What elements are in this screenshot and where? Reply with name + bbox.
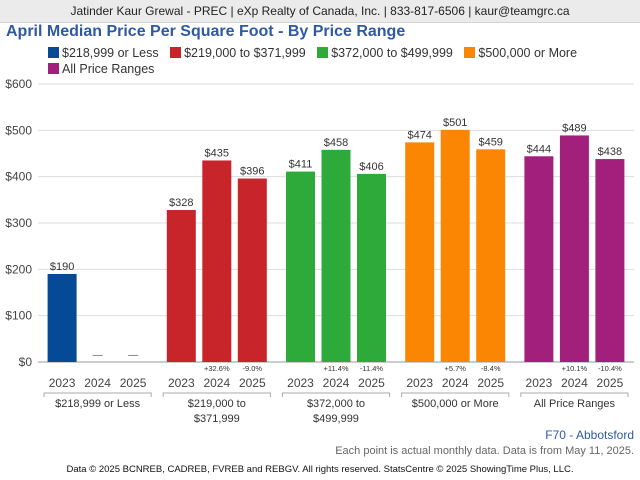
legend-label: $372,000 to $499,999 [331, 46, 453, 60]
y-tick-label: $100 [5, 309, 32, 323]
year-label: 2023 [168, 376, 195, 390]
group-label: All Price Ranges [534, 398, 616, 410]
bar-value-label: $458 [324, 137, 348, 149]
legend-label: All Price Ranges [62, 62, 155, 76]
legend-swatch [464, 47, 476, 58]
y-tick-label: $400 [5, 170, 32, 184]
legend-label: $218,999 or Less [62, 46, 159, 60]
bar-value-label: $501 [443, 117, 467, 129]
group-label: $499,999 [313, 413, 359, 425]
agent-contact-header: Jatinder Kaur Grewal - PREC | eXp Realty… [0, 0, 640, 23]
year-label: 2025 [239, 376, 266, 390]
legend-label: $500,000 or More [478, 46, 578, 60]
bar [476, 149, 506, 362]
legend-row: All Price Ranges [48, 61, 638, 77]
group-label: $219,000 to [188, 398, 246, 410]
bar-chart: $0 $100 $200 $300 $400 $500 $600 $190 2023 — 2024 —… [5, 77, 634, 425]
bar [286, 171, 315, 362]
change-label: -8.4% [481, 364, 501, 373]
group-label: $218,999 or Less [55, 398, 141, 410]
legend-swatch [170, 47, 182, 58]
change-label: -11.4% [360, 364, 384, 373]
bar-value-label: $438 [598, 146, 622, 158]
bar-value-label: $474 [407, 129, 431, 141]
group-label: $500,000 or More [412, 398, 499, 410]
change-label: +5.7% [444, 364, 466, 373]
change-label: +32.6% [204, 364, 230, 373]
bar [405, 142, 435, 362]
year-label: 2023 [526, 376, 553, 390]
year-label: 2023 [49, 376, 76, 390]
bar-value-label: $328 [169, 197, 193, 209]
change-label: -9.0% [243, 364, 263, 373]
legend-item[interactable]: $218,999 or Less [48, 45, 159, 61]
legend-swatch [48, 47, 59, 58]
year-label: 2024 [561, 376, 588, 390]
bar [237, 178, 267, 362]
group-bracket [281, 392, 391, 397]
legend-item[interactable]: $372,000 to $499,999 [317, 45, 453, 61]
year-label: 2025 [597, 376, 624, 390]
legend-item[interactable]: All Price Ranges [48, 61, 154, 77]
y-tick-label: $200 [5, 262, 32, 276]
bar [357, 173, 386, 362]
area-label: F70 - Abbotsford [545, 428, 634, 442]
chart-title: April Median Price Per Square Foot - By … [6, 23, 406, 40]
y-tick-label: $500 [5, 123, 32, 137]
bar [202, 160, 232, 362]
group-bracket [520, 392, 629, 397]
bar-value-label: — [128, 350, 138, 361]
group-bracket [162, 392, 271, 397]
legend-item[interactable]: $219,000 to $371,999 [170, 45, 306, 61]
legend-item[interactable]: $500,000 or More [464, 45, 577, 61]
bar-value-label: $444 [527, 143, 551, 155]
year-label: 2025 [120, 376, 147, 390]
bar [559, 135, 589, 362]
year-label: 2023 [406, 376, 433, 390]
change-label: -10.4% [598, 364, 622, 373]
bar [595, 159, 625, 362]
year-label: 2024 [203, 376, 230, 390]
year-label: 2024 [323, 376, 350, 390]
year-label: 2025 [358, 376, 385, 390]
bar-value-label: $459 [478, 136, 502, 148]
bar-value-label: $396 [240, 166, 264, 178]
y-tick-label: $0 [19, 355, 33, 369]
legend-label: $219,000 to $371,999 [184, 46, 306, 60]
bar-value-label: $489 [562, 122, 586, 134]
bar-value-label: — [93, 350, 103, 361]
group-bracket [401, 392, 510, 397]
chart-legend: $218,999 or Less $219,000 to $371,999 $3… [48, 45, 638, 77]
legend-swatch [48, 63, 59, 74]
y-tick-label: $300 [5, 216, 32, 230]
bar-value-label: $411 [289, 159, 313, 171]
change-label: +10.1% [562, 364, 588, 373]
bar [524, 156, 554, 362]
group-label: $372,000 to [307, 398, 365, 410]
change-label: +11.4% [323, 364, 348, 373]
bar [321, 149, 351, 362]
year-label: 2024 [84, 376, 111, 390]
year-label: 2024 [442, 376, 469, 390]
bar [47, 273, 77, 362]
year-label: 2025 [477, 376, 504, 390]
bar-value-label: $435 [205, 147, 229, 159]
data-note: Each point is actual monthly data. Data … [335, 445, 634, 457]
group-label: $371,999 [194, 413, 240, 425]
bar [440, 129, 470, 362]
bar-value-label: $406 [359, 161, 383, 173]
legend-row: $218,999 or Less $219,000 to $371,999 $3… [48, 45, 638, 61]
y-tick-label: $600 [5, 77, 32, 91]
legend-swatch [317, 47, 329, 58]
bar-value-label: $190 [50, 261, 74, 273]
copyright-notice: Data © 2025 BCNREB, CADREB, FVREB and RE… [66, 464, 574, 475]
year-label: 2023 [287, 376, 314, 390]
bar [166, 210, 196, 362]
group-bracket [43, 392, 152, 397]
